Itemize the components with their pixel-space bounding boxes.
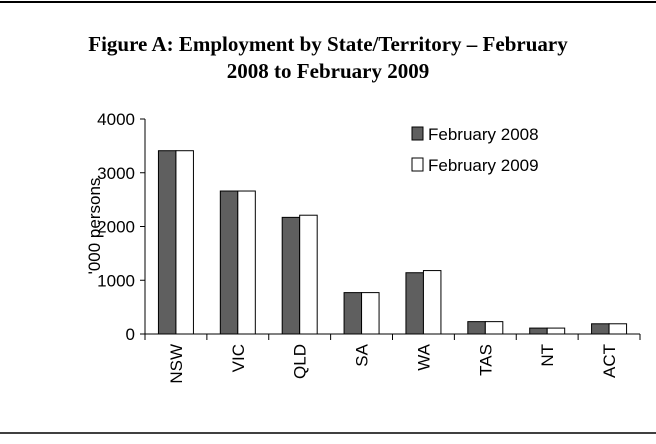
chart-title: Figure A: Employment by State/Territory … [88, 32, 568, 56]
bar [299, 214, 318, 335]
legend-swatch [411, 126, 424, 141]
legend-label: February 2008 [428, 125, 539, 144]
bar [529, 327, 548, 335]
y-tick-label: 0 [126, 325, 135, 344]
bar [343, 292, 363, 335]
x-tick-label: SA [353, 343, 372, 366]
x-tick-label: QLD [291, 344, 310, 379]
y-tick-label: 4000 [97, 110, 135, 129]
y-tick-label: 1000 [97, 271, 135, 290]
x-tick-label: NSW [167, 344, 186, 384]
bar [175, 150, 194, 335]
bar [467, 321, 486, 335]
bar [546, 327, 566, 335]
bar [361, 292, 380, 335]
bar [219, 190, 239, 335]
y-axis-title: '000 persons [85, 178, 104, 275]
bar [157, 150, 177, 335]
bar [608, 323, 628, 335]
x-tick-label: VIC [229, 344, 248, 372]
legend-label: February 2009 [428, 156, 539, 175]
legend-swatch [411, 157, 424, 172]
chart-title: 2008 to February 2009 [227, 59, 429, 83]
y-tick-label: 2000 [97, 218, 135, 237]
y-tick-label: 3000 [97, 164, 135, 183]
x-tick-label: WA [414, 343, 433, 370]
bar [422, 270, 442, 335]
bar [591, 323, 610, 335]
bar [405, 272, 424, 335]
x-tick-label: ACT [600, 344, 619, 378]
bar [484, 321, 504, 335]
x-tick-label: TAS [476, 344, 495, 376]
bar [237, 190, 256, 335]
bar [281, 216, 301, 335]
x-tick-label: NT [538, 344, 557, 367]
